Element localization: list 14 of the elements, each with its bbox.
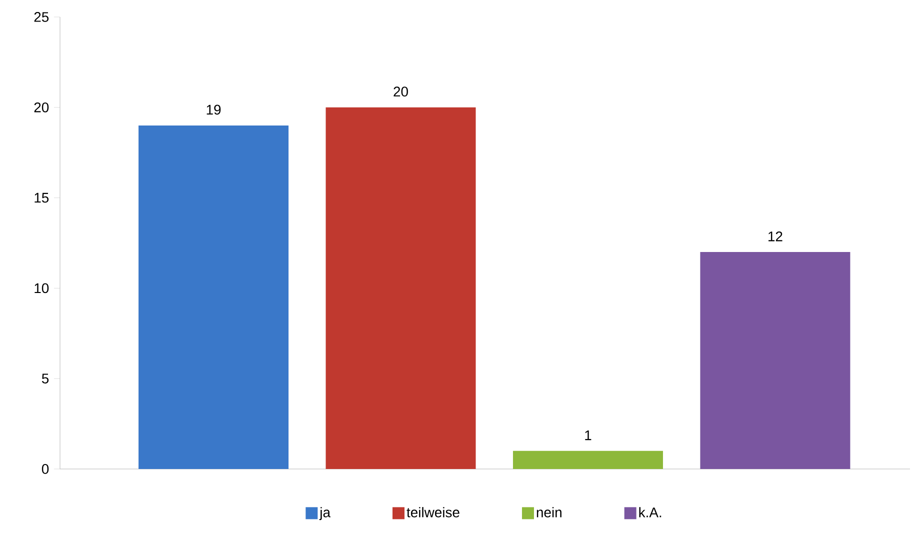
data-label: 12 bbox=[768, 231, 782, 242]
y-tick-label: 5 bbox=[42, 374, 49, 384]
data-label: 19 bbox=[206, 104, 221, 115]
legend-label: k.A. bbox=[639, 507, 662, 518]
data-label: 1 bbox=[585, 430, 592, 440]
y-tick-label: 0 bbox=[42, 464, 49, 474]
legend-label: nein bbox=[536, 507, 562, 518]
legend-label: ja bbox=[319, 507, 331, 520]
y-tick-label: 10 bbox=[34, 283, 49, 294]
y-tick-label: 15 bbox=[34, 192, 49, 203]
data-label: 20 bbox=[394, 86, 408, 97]
y-tick-label: 25 bbox=[34, 12, 49, 22]
y-tick-label: 20 bbox=[34, 102, 49, 112]
legend-label: teilweise bbox=[406, 507, 460, 518]
